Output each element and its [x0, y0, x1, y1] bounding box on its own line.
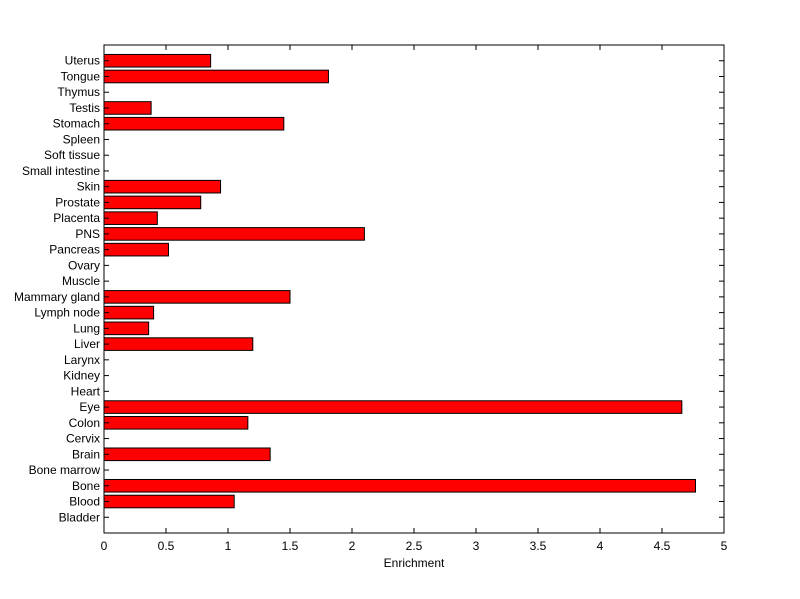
x-tick-label: 0: [101, 539, 108, 553]
y-tick-label-larynx: Larynx: [64, 353, 100, 367]
x-tick-label: 3.5: [530, 539, 547, 553]
y-tick-label-blood: Blood: [69, 495, 100, 509]
y-tick-label-ovary: Ovary: [68, 258, 100, 272]
y-tick-label-lung: Lung: [73, 321, 100, 335]
x-tick-label: 2.5: [406, 539, 423, 553]
y-tick-label-placenta: Placenta: [53, 211, 100, 225]
bar-liver: [103, 337, 254, 351]
x-tick-label: 4: [597, 539, 604, 553]
y-tick-label-cervix: Cervix: [66, 432, 100, 446]
x-axis-label: Enrichment: [384, 556, 445, 570]
y-tick-label-liver: Liver: [74, 337, 100, 351]
y-tick-label-lymph-node: Lymph node: [34, 306, 100, 320]
x-tick-label: 5: [721, 539, 728, 553]
x-tick-label: 2: [349, 539, 356, 553]
y-tick-label-tongue: Tongue: [61, 69, 101, 83]
y-tick-label-muscle: Muscle: [62, 274, 100, 288]
y-tick-label-spleen: Spleen: [63, 132, 100, 146]
bar-pancreas: [103, 242, 169, 257]
y-tick-label-uterus: Uterus: [65, 54, 100, 68]
y-tick-label-soft-tissue: Soft tissue: [44, 148, 100, 162]
bar-bone: [103, 478, 696, 493]
y-tick-label-stomach: Stomach: [53, 117, 100, 131]
bar-colon: [103, 416, 249, 430]
bar-uterus: [103, 53, 212, 68]
y-tick-label-thymus: Thymus: [57, 85, 100, 99]
bar-stomach: [103, 116, 285, 131]
bar-skin: [103, 179, 222, 194]
x-tick-label: 1: [225, 539, 232, 553]
bars-group: [103, 53, 696, 509]
y-tick-label-bone-marrow: Bone marrow: [29, 463, 101, 477]
bar-prostate: [103, 195, 202, 210]
y-tick-label-colon: Colon: [69, 416, 100, 430]
bar-lymph-node: [103, 305, 155, 320]
y-tick-label-heart: Heart: [71, 384, 101, 398]
y-tick-label-bone: Bone: [72, 479, 100, 493]
y-tick-label-brain: Brain: [72, 447, 100, 461]
y-tick-label-prostate: Prostate: [55, 195, 100, 209]
ticks-group: [103, 45, 725, 533]
y-tick-label-pns: PNS: [75, 227, 100, 241]
bar-brain: [103, 447, 271, 462]
y-tick-label-small-intestine: Small intestine: [22, 164, 100, 178]
bar-placenta: [103, 211, 158, 225]
x-tick-label: 3: [473, 539, 480, 553]
y-tick-label-pancreas: Pancreas: [49, 243, 100, 257]
bar-testis: [103, 101, 152, 115]
x-tick-label: 4.5: [654, 539, 671, 553]
y-tick-label-bladder: Bladder: [59, 510, 100, 524]
y-tick-label-testis: Testis: [69, 101, 100, 115]
x-tick-label: 0.5: [158, 539, 175, 553]
y-tick-label-kidney: Kidney: [63, 369, 100, 383]
bar-tongue: [103, 69, 329, 84]
bar-lung: [103, 321, 150, 336]
bar-blood: [103, 494, 235, 509]
bar-eye: [103, 400, 683, 414]
y-tick-label-eye: Eye: [79, 400, 100, 414]
x-tick-label: 1.5: [282, 539, 299, 553]
y-tick-label-mammary-gland: Mammary gland: [14, 290, 100, 304]
bar-mammary-gland: [103, 290, 291, 304]
bar-pns: [103, 227, 365, 241]
y-tick-label-skin: Skin: [77, 180, 100, 194]
